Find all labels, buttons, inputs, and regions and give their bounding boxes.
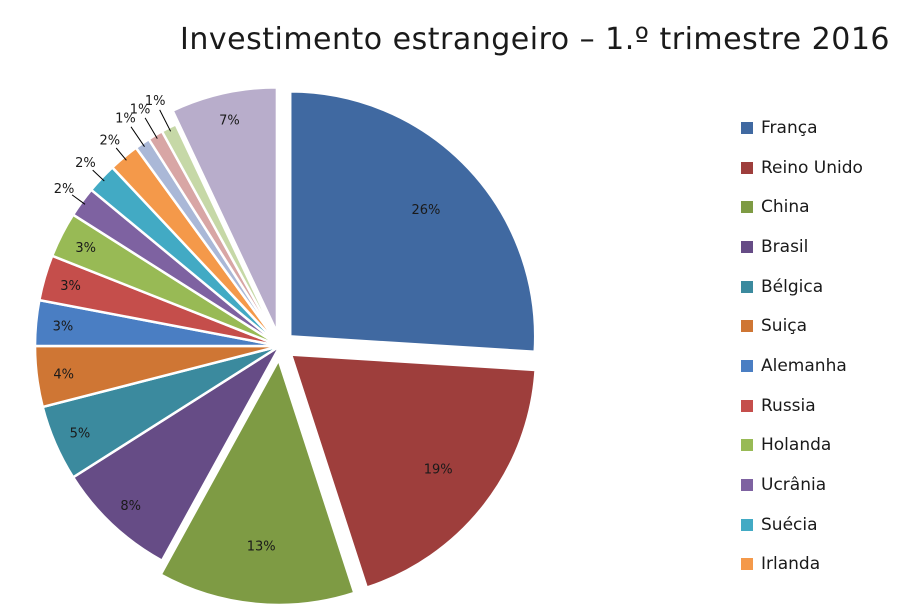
pie-slice-china — [158, 356, 356, 607]
leader-line — [159, 109, 172, 132]
chart-title: Investimento estrangeiro – 1.º trimestre… — [180, 22, 890, 57]
pie-slice-fran-a — [288, 90, 537, 354]
legend-label: Russia — [761, 395, 816, 416]
legend-item: Holanda — [741, 426, 916, 466]
legend-swatch — [741, 280, 753, 293]
leader-line — [115, 147, 127, 161]
legend-item: Suiça — [741, 306, 916, 346]
data-label: 3% — [60, 279, 81, 294]
legend-item: França — [741, 108, 916, 148]
leader-line — [71, 194, 86, 205]
data-label: 1% — [115, 112, 136, 127]
legend-label: Brasil — [761, 236, 809, 257]
data-label: 5% — [70, 427, 91, 442]
legend-item: Irlanda — [741, 545, 916, 585]
legend-label: Suécia — [761, 514, 818, 535]
legend-swatch — [741, 359, 753, 372]
legend: França Reino Unido China Brasil Bélgica Suiça… — [741, 108, 916, 584]
data-label: 1% — [130, 102, 151, 117]
data-label: 3% — [53, 320, 74, 335]
legend-swatch — [741, 558, 753, 571]
legend-item: Bélgica — [741, 267, 916, 307]
legend-item: Russia — [741, 386, 916, 426]
pie-slice-other-15 — [170, 86, 279, 333]
leader-line — [130, 126, 145, 147]
legend-swatch — [741, 240, 753, 253]
data-label: 26% — [411, 203, 440, 218]
data-label: 2% — [54, 182, 75, 197]
data-label: 2% — [75, 156, 96, 171]
data-label: 8% — [120, 499, 141, 514]
legend-swatch — [741, 479, 753, 492]
legend-item: Alemanha — [741, 346, 916, 386]
data-label: 1% — [145, 94, 166, 109]
legend-item: Suécia — [741, 505, 916, 545]
legend-label: Reino Unido — [761, 157, 863, 178]
legend-swatch — [741, 201, 753, 214]
data-label: 13% — [247, 539, 276, 554]
pie-slice-brasil — [71, 344, 282, 563]
legend-label: Suiça — [761, 316, 808, 337]
data-label: 19% — [424, 463, 453, 478]
legend-item: Ucrânia — [741, 465, 916, 505]
leader-line — [144, 117, 158, 139]
data-label: 4% — [53, 367, 74, 382]
legend-label: Bélgica — [761, 276, 824, 297]
legend-label: Irlanda — [761, 554, 821, 575]
legend-swatch — [741, 161, 753, 174]
legend-swatch — [741, 439, 753, 452]
leader-line — [92, 169, 105, 182]
legend-label: Ucrânia — [761, 475, 827, 496]
legend-swatch — [741, 399, 753, 412]
pie-slice-reino-unido — [289, 353, 537, 590]
legend-item: Reino Unido — [741, 148, 916, 188]
legend-item: Brasil — [741, 227, 916, 267]
legend-swatch — [741, 320, 753, 333]
data-label: 7% — [219, 114, 240, 129]
data-label: 3% — [75, 241, 96, 256]
legend-label: Holanda — [761, 435, 832, 456]
legend-label: França — [761, 117, 818, 138]
legend-item: China — [741, 187, 916, 227]
legend-label: China — [761, 197, 810, 218]
legend-swatch — [741, 121, 753, 134]
legend-label: Alemanha — [761, 355, 847, 376]
data-label: 2% — [99, 133, 120, 148]
legend-swatch — [741, 518, 753, 531]
